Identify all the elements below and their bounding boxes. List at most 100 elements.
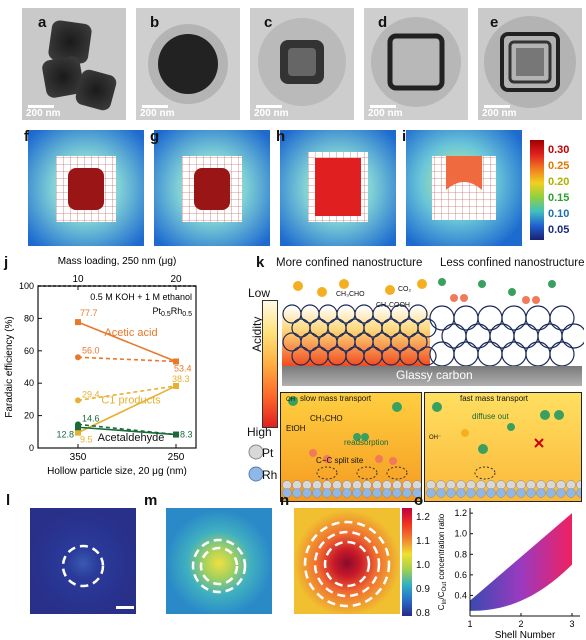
sim-map-g [154,130,270,246]
k-zoom-right [424,392,582,502]
scale-label: 200 nm [254,108,289,119]
panel-label-f: f [24,128,29,145]
scale-label: 200 nm [140,108,175,119]
k-mol-ch3cho: CH₃CHO [336,291,365,298]
k-low-label: Low [248,286,271,300]
colorbar-top-tick: 0.05 [548,224,570,236]
data-label: 29.4 [82,389,100,399]
data-label: 8.3 [180,430,193,440]
k-legend-pt: Pt [262,446,274,460]
colorbar-top [530,140,544,240]
colorbar-top-tick: 0.25 [548,160,570,172]
sim-map-i [406,130,522,246]
x-tick-label: 3 [569,619,574,629]
sim-map-f [28,130,144,246]
x-axis-label: Hollow particle size, 20 μg (nm) [47,466,187,477]
data-point [75,429,81,436]
k-high-label: High [247,425,272,439]
panel-label-o: o [414,492,424,509]
conc-map-m [166,508,272,614]
scale-label: 200 nm [482,108,517,119]
conc-map-l [30,508,136,614]
colorbar-bottom-tick: 0.9 [416,584,430,595]
tem-image-a: 200 nm [22,8,126,120]
condition-label: 0.5 M KOH + 1 M ethanol [90,292,192,302]
panel-label-k: k [256,254,265,271]
data-label: 38.3 [172,374,190,384]
panel-label-i: i [402,128,407,145]
colorbar-top-tick: 0.20 [548,176,570,188]
panel-label-a: a [38,14,47,31]
scale-label: 200 nm [26,108,61,119]
data-point [75,421,81,428]
series-line [77,356,177,363]
k-oh-left: OH⁻ [286,397,299,403]
panel-label-n: n [280,492,290,509]
y-tick-label: 0.8 [454,549,467,559]
y-tick-label: 1.2 [454,508,467,518]
k-left-box-title: slow mass transport [300,394,372,403]
tem-image-b: 200 nm [136,8,240,120]
y-tick-label: 40 [24,378,34,388]
data-point [173,431,179,438]
conc-map-n [294,508,400,614]
k-oh-right: OH⁻ [429,435,442,441]
series-line [77,385,177,434]
chart-o: 0.4 0.6 0.8 1.0 1.2 1 2 3 Shell Number CIn/COut c… [437,508,580,640]
y-tick-label: 0.4 [454,590,467,600]
k-right-diffuse: diffuse out [472,412,509,421]
series-name-label: C1 products [101,394,161,406]
k-legend-rh: Rh [262,468,278,482]
k-left-split: C−C split site [316,456,364,465]
y-axis-label: CIn/COut concentration ratio [437,513,448,610]
top-tick-label: 20 [170,274,182,285]
k-mol-ch3cooh: CH₃COOH [376,302,410,309]
data-point [173,358,179,365]
k-title-right: Less confined nanostructure [440,257,585,269]
series-name-label: Acetic acid [104,327,157,339]
colorbar-bottom-tick: 0.8 [416,608,430,619]
x-axis-label: Shell Number [495,630,556,640]
data-label: 9.5 [80,435,93,445]
data-label: 14.6 [82,413,100,423]
data-label: 77.7 [80,308,98,318]
scale-label: 200 nm [368,108,403,119]
panel-label-c: c [264,14,273,31]
panel-label-d: d [378,14,388,31]
panel-label-h: h [276,128,286,145]
k-right-box-title: fast mass transport [460,394,529,403]
sim-map-h [280,130,396,246]
acidity-bar [262,300,278,428]
chart-j: 0 20 40 60 80 100 350 250 10 20 Mass loading, 250 … [4,256,197,477]
k-left-readsorption: readsorption [344,438,389,447]
scale-bar [28,105,54,108]
colorbar-top-tick: 0.10 [548,208,570,220]
tem-image-e: 200 nm [478,8,582,120]
plot-frame [37,285,197,449]
data-label: 53.4 [174,363,192,373]
x-tick-label: 2 [518,619,523,629]
simulation-maps [28,130,522,246]
colorbar-top-tick: 0.30 [548,144,570,156]
series-name-label: Acetaldehyde [98,432,165,444]
series-line [77,321,177,363]
catalyst-label: Pt0.5Rh0.5 [153,306,193,318]
panel-label-j: j [4,254,9,271]
x-tick-label: 1 [467,619,472,629]
k-atom-legend [248,444,264,482]
data-label: 12.8 [56,429,74,439]
x-tick-label: 250 [168,452,185,463]
panel-label-g: g [150,128,160,145]
series-line [77,426,177,436]
colorbar-bottom-tick: 1.0 [416,560,430,571]
y-tick-label: 60 [24,346,34,356]
y-tick-label: 80 [24,313,34,323]
top-tick-label: 10 [72,274,84,285]
y-tick-label: 0 [29,443,34,453]
data-point [75,354,81,361]
data-point [75,397,81,404]
series-line [77,385,177,402]
colorbar-top-tick: 0.15 [548,192,570,204]
x-tick-label: 350 [70,452,87,463]
k-left-ch3cho: CH₃CHO [310,414,343,423]
